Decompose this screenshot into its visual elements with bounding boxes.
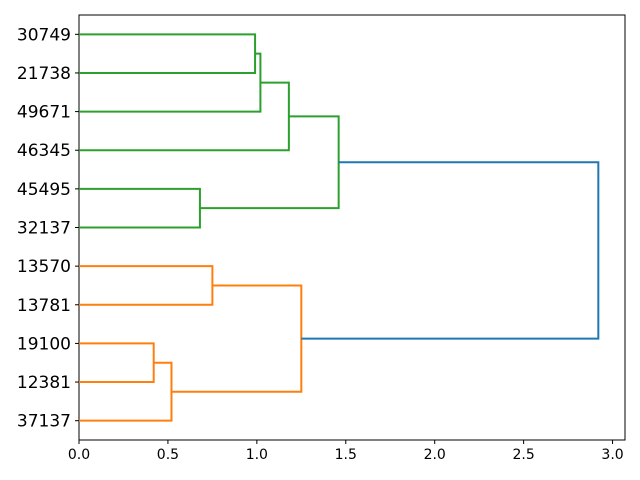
dendrogram-link-G5 [199, 115, 340, 210]
dendrogram-link-O3 [79, 361, 173, 422]
leaf-label-49671: 49671 [17, 103, 71, 123]
x-tick-label: 0.5 [157, 447, 179, 463]
leaf-label-32137: 32137 [17, 219, 71, 239]
x-tick-label: 1.0 [246, 447, 268, 463]
x-tick-label: 2.5 [512, 447, 534, 463]
leaf-label-30749: 30749 [17, 25, 71, 45]
x-tick-label: 2.0 [424, 447, 446, 463]
leaf-label-13781: 13781 [17, 296, 71, 316]
x-tick-label: 1.5 [335, 447, 357, 463]
dendrogram-link-G1 [79, 33, 257, 74]
dendrogram-link-O2 [79, 342, 155, 384]
leaf-label-12381: 12381 [17, 373, 71, 393]
leaf-label-46345: 46345 [17, 141, 71, 161]
leaf-label-45495: 45495 [17, 180, 71, 200]
x-tick-label: 0.0 [68, 447, 90, 463]
dendrogram-link-G2 [79, 52, 262, 113]
dendrogram-link-G3 [79, 81, 290, 152]
leaf-label-13570: 13570 [17, 257, 71, 277]
x-tick-label: 3.0 [601, 447, 623, 463]
dendrogram-link-ROOT [301, 161, 600, 340]
dendrogram-link-O4 [171, 284, 303, 393]
dendrogram-link-O1 [79, 265, 214, 306]
dendrogram-link-G4 [79, 187, 201, 229]
leaf-label-37137: 37137 [17, 412, 71, 432]
leaf-label-21738: 21738 [17, 64, 71, 84]
leaf-label-19100: 19100 [17, 334, 71, 354]
